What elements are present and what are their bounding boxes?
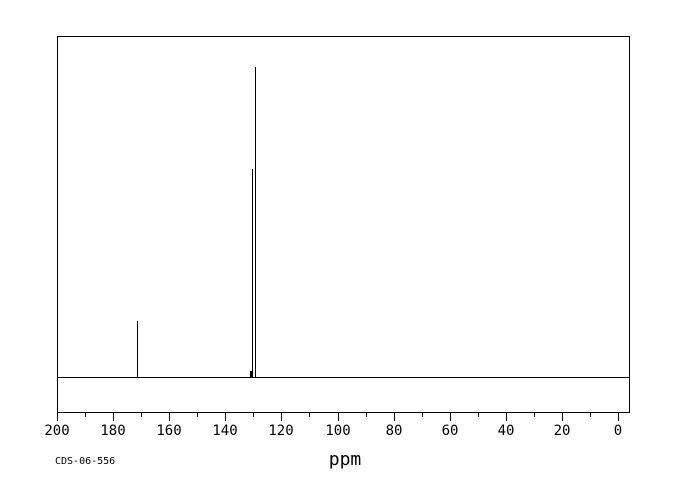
x-axis-major-tick <box>113 413 114 421</box>
x-axis-major-tick <box>281 413 282 421</box>
x-axis-major-tick <box>57 413 58 421</box>
x-axis-tick-label: 120 <box>268 423 294 439</box>
x-axis-tick-label: 140 <box>212 423 238 439</box>
x-axis-tick-label: 80 <box>385 423 403 439</box>
x-axis-minor-tick <box>534 413 535 417</box>
x-axis-minor-tick <box>253 413 254 417</box>
x-axis-major-tick <box>506 413 507 421</box>
x-axis-tick-label: 100 <box>325 423 351 439</box>
nmr-peak <box>137 321 138 377</box>
x-axis-major-tick <box>618 413 619 421</box>
x-axis-major-tick <box>338 413 339 421</box>
x-axis-minor-tick <box>141 413 142 417</box>
nmr-peak <box>250 371 252 377</box>
x-axis-tick-label: 40 <box>497 423 515 439</box>
x-axis-tick-label: 60 <box>441 423 459 439</box>
x-axis-minor-tick <box>85 413 86 417</box>
x-axis-minor-tick <box>422 413 423 417</box>
x-axis-minor-tick <box>309 413 310 417</box>
x-axis-tick-label: 180 <box>100 423 126 439</box>
x-axis-major-tick <box>394 413 395 421</box>
x-axis-minor-tick <box>366 413 367 417</box>
x-axis-major-tick <box>450 413 451 421</box>
x-axis-major-tick <box>169 413 170 421</box>
plot-area <box>57 36 630 413</box>
x-axis-label: ppm <box>328 449 362 470</box>
nmr-peak <box>255 67 256 377</box>
x-axis-tick-label: 200 <box>44 423 70 439</box>
x-axis-tick-label: 0 <box>613 423 623 439</box>
x-axis-minor-tick <box>590 413 591 417</box>
nmr-peak <box>252 169 253 377</box>
sample-id-label: CDS-06-556 <box>55 456 116 467</box>
x-axis-major-tick <box>562 413 563 421</box>
x-axis-tick-label: 20 <box>553 423 571 439</box>
x-axis-minor-tick <box>197 413 198 417</box>
x-axis-major-tick <box>225 413 226 421</box>
spectrum-baseline <box>57 377 630 378</box>
x-axis-minor-tick <box>478 413 479 417</box>
x-axis-tick-label: 160 <box>156 423 182 439</box>
